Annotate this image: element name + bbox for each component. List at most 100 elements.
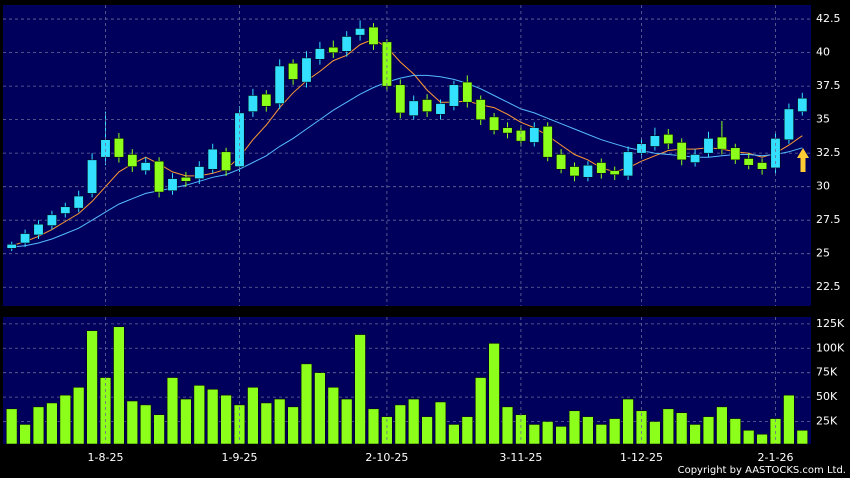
- volume-bar: [528, 424, 540, 445]
- candle-body: [207, 148, 218, 170]
- volume-bar: [327, 387, 339, 445]
- volume-bar: [542, 421, 554, 445]
- volume-bar: [59, 394, 71, 445]
- moving-average: [11, 74, 803, 248]
- volume-bar: [595, 424, 607, 445]
- volume-bar: [367, 408, 380, 445]
- candle-body: [20, 233, 31, 244]
- candle-body: [703, 138, 714, 154]
- candle-body: [341, 36, 352, 52]
- candle-body: [261, 93, 272, 107]
- y-tick-label: 100K: [816, 341, 845, 354]
- candle-body: [113, 138, 124, 158]
- y-tick-label: 40: [816, 46, 830, 59]
- candle-body: [515, 130, 526, 142]
- volume-bar: [394, 404, 406, 445]
- candle-body: [716, 136, 727, 150]
- candle-body: [167, 178, 178, 191]
- x-tick-label: 1-12-25: [620, 451, 663, 464]
- volume-bar: [73, 387, 85, 445]
- volume-bar: [662, 408, 674, 445]
- candle-body: [529, 127, 540, 143]
- candle-body: [462, 81, 473, 103]
- volume-bar: [743, 430, 755, 445]
- y-tick-label: 30: [816, 180, 830, 193]
- volume-bar: [180, 398, 192, 445]
- candle-body: [676, 142, 687, 161]
- candle-body: [100, 139, 111, 158]
- y-tick-label: 35: [816, 113, 830, 126]
- y-tick-label: 27.5: [816, 213, 841, 226]
- x-tick-label: 1-8-25: [88, 451, 124, 464]
- candle-body: [422, 99, 433, 112]
- volume-bar: [247, 387, 259, 445]
- volume-bar: [434, 401, 447, 445]
- volume-bar: [86, 330, 98, 445]
- candle-body: [274, 65, 285, 104]
- candle-body: [663, 134, 674, 145]
- volume-bar: [126, 400, 138, 445]
- volume-bar: [32, 406, 45, 445]
- candle-body: [301, 57, 312, 83]
- volume-bar: [260, 402, 272, 445]
- volume-bar: [314, 372, 326, 445]
- volume-bar: [501, 406, 514, 445]
- y-tick-label: 125K: [816, 317, 845, 330]
- candle-body: [502, 127, 513, 134]
- volume-bar: [408, 398, 420, 445]
- candle-body: [489, 116, 500, 131]
- candle-body: [569, 166, 580, 177]
- candle-body: [435, 103, 446, 115]
- volume-bar: [783, 394, 795, 445]
- volume-bar: [448, 424, 460, 445]
- candle-body: [33, 223, 44, 236]
- candle-body: [596, 162, 607, 174]
- x-tick-label: 2-10-25: [365, 451, 408, 464]
- y-tick-label: 25K: [816, 415, 838, 428]
- volume-bar: [756, 433, 768, 445]
- volume-bar: [341, 398, 353, 445]
- candle-body: [743, 158, 754, 166]
- volume-bar: [488, 343, 500, 445]
- y-tick-label: 50K: [816, 390, 838, 403]
- candle-body: [542, 126, 553, 158]
- y-tick-label: 32.5: [816, 146, 841, 159]
- volume-bar: [729, 418, 741, 445]
- volume-bar: [99, 377, 112, 445]
- volume-bar: [796, 430, 808, 445]
- volume-bar: [6, 408, 18, 445]
- candle-body: [556, 154, 567, 170]
- x-tick-label: 1-9-25: [222, 451, 258, 464]
- candle-body: [649, 135, 660, 147]
- volume-bar: [113, 326, 125, 445]
- candle-body: [127, 154, 138, 167]
- candle-body: [73, 195, 84, 209]
- volume-bar: [582, 416, 594, 445]
- candle-body: [757, 162, 768, 170]
- candle-body: [328, 46, 339, 53]
- candle-body: [448, 84, 459, 107]
- volume-bar: [166, 377, 179, 445]
- candle-body: [475, 99, 486, 120]
- candle-body: [6, 244, 17, 249]
- plot-layer: 22.5 25 27.5 30 32.5 35 37.5 40 42.5 25K 50K 75K 100…: [3, 5, 845, 464]
- candle-body: [623, 151, 634, 177]
- y-tick-label: 37.5: [816, 79, 841, 92]
- volume-bar: [19, 424, 31, 445]
- volume-bar: [622, 398, 634, 445]
- candle-body: [355, 28, 366, 36]
- volume-bar: [568, 410, 581, 445]
- volume-bar: [193, 385, 205, 445]
- candle-body: [408, 100, 419, 116]
- volume-bar: [300, 363, 313, 445]
- candle-body: [609, 170, 620, 175]
- price-panel: [3, 5, 811, 306]
- candle-body: [46, 214, 57, 226]
- volume-bar: [555, 426, 567, 445]
- candle-body: [730, 147, 741, 161]
- candle-body: [690, 154, 701, 163]
- candle-body: [87, 159, 98, 194]
- y-tick-label: 25: [816, 247, 830, 260]
- volume-bar: [354, 334, 366, 445]
- volume-bar: [461, 416, 473, 445]
